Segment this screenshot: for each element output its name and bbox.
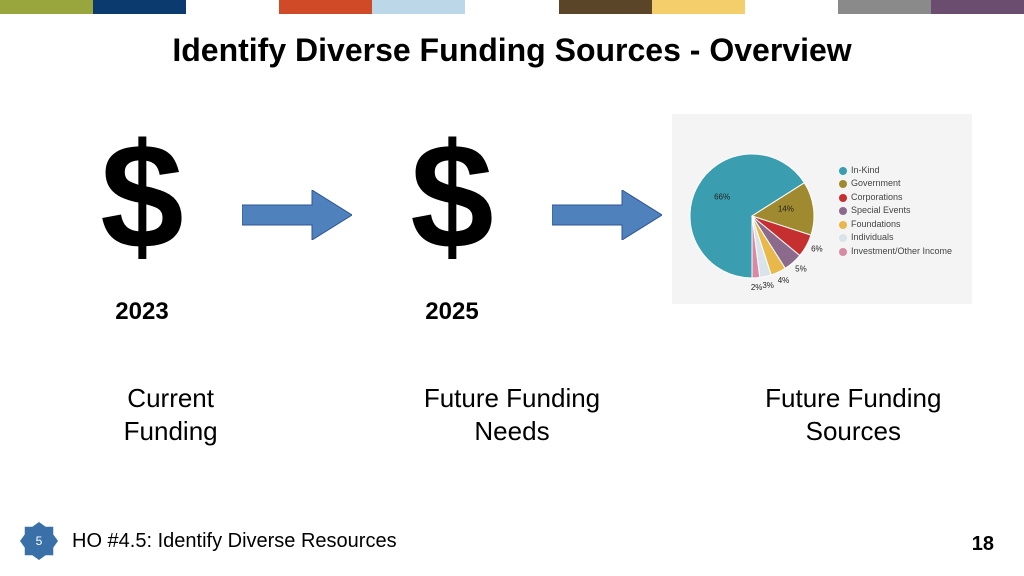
year-future: 2025 [362,298,542,326]
arrow-icon [542,120,672,245]
caption-current: Current Funding [41,382,301,447]
caption-text: Future Funding [765,383,941,413]
pie-legend: In-KindGovernmentCorporationsSpecial Eve… [839,164,952,259]
col-future-sources: 66% 14% 6% 5% 4% 3%2% In-KindGovernmentCorpor… [672,120,972,304]
caption-text: Needs [474,416,549,446]
caption-text: Future Funding [424,383,600,413]
page-number: 18 [972,533,994,556]
legend-item: Foundations [839,218,952,232]
svg-text:6%: 6% [811,245,823,254]
legend-item: Special Events [839,204,952,218]
dollar-icon: $ [362,120,542,290]
caption-text: Funding [124,416,218,446]
legend-item: Corporations [839,191,952,205]
caption-future-sources: Future Funding Sources [723,382,983,447]
legend-item: Investment/Other Income [839,245,952,259]
legend-item: In-Kind [839,164,952,178]
footer-text: HO #4.5: Identify Diverse Resources [72,530,397,553]
caption-future-needs: Future Funding Needs [382,382,642,447]
caption-row: Current Funding Future Funding Needs Fut… [0,382,1024,447]
content-row: $ 2023 $ 2025 66% 14% 6% 5% 4% 3%2% In-KindGo… [0,120,1024,326]
legend-item: Government [839,177,952,191]
svg-text:$: $ [100,130,183,280]
svg-text:66%: 66% [714,193,730,202]
pie-chart-panel: 66% 14% 6% 5% 4% 3%2% In-KindGovernmentCorpor… [672,114,972,304]
legend-item: Individuals [839,231,952,245]
page-title: Identify Diverse Funding Sources - Overv… [0,32,1024,69]
dollar-icon: $ [52,120,232,290]
col-future-needs: $ 2025 [362,120,542,326]
pie-chart: 66% 14% 6% 5% 4% 3%2% [680,131,835,291]
svg-text:5%: 5% [795,265,807,274]
svg-text:14%: 14% [778,205,794,214]
svg-text:$: $ [410,130,493,280]
col-current-funding: $ 2023 [52,120,232,326]
svg-text:4%: 4% [778,276,790,285]
caption-text: Sources [806,416,901,446]
svg-text:3%: 3% [762,281,774,290]
top-color-bar [0,0,1024,14]
caption-text: Current [127,383,214,413]
year-current: 2023 [52,298,232,326]
badge-icon: 5 [20,522,58,560]
footer: 5 HO #4.5: Identify Diverse Resources [20,522,397,560]
svg-text:2%: 2% [751,283,763,291]
badge-number: 5 [20,522,58,560]
arrow-icon [232,120,362,245]
